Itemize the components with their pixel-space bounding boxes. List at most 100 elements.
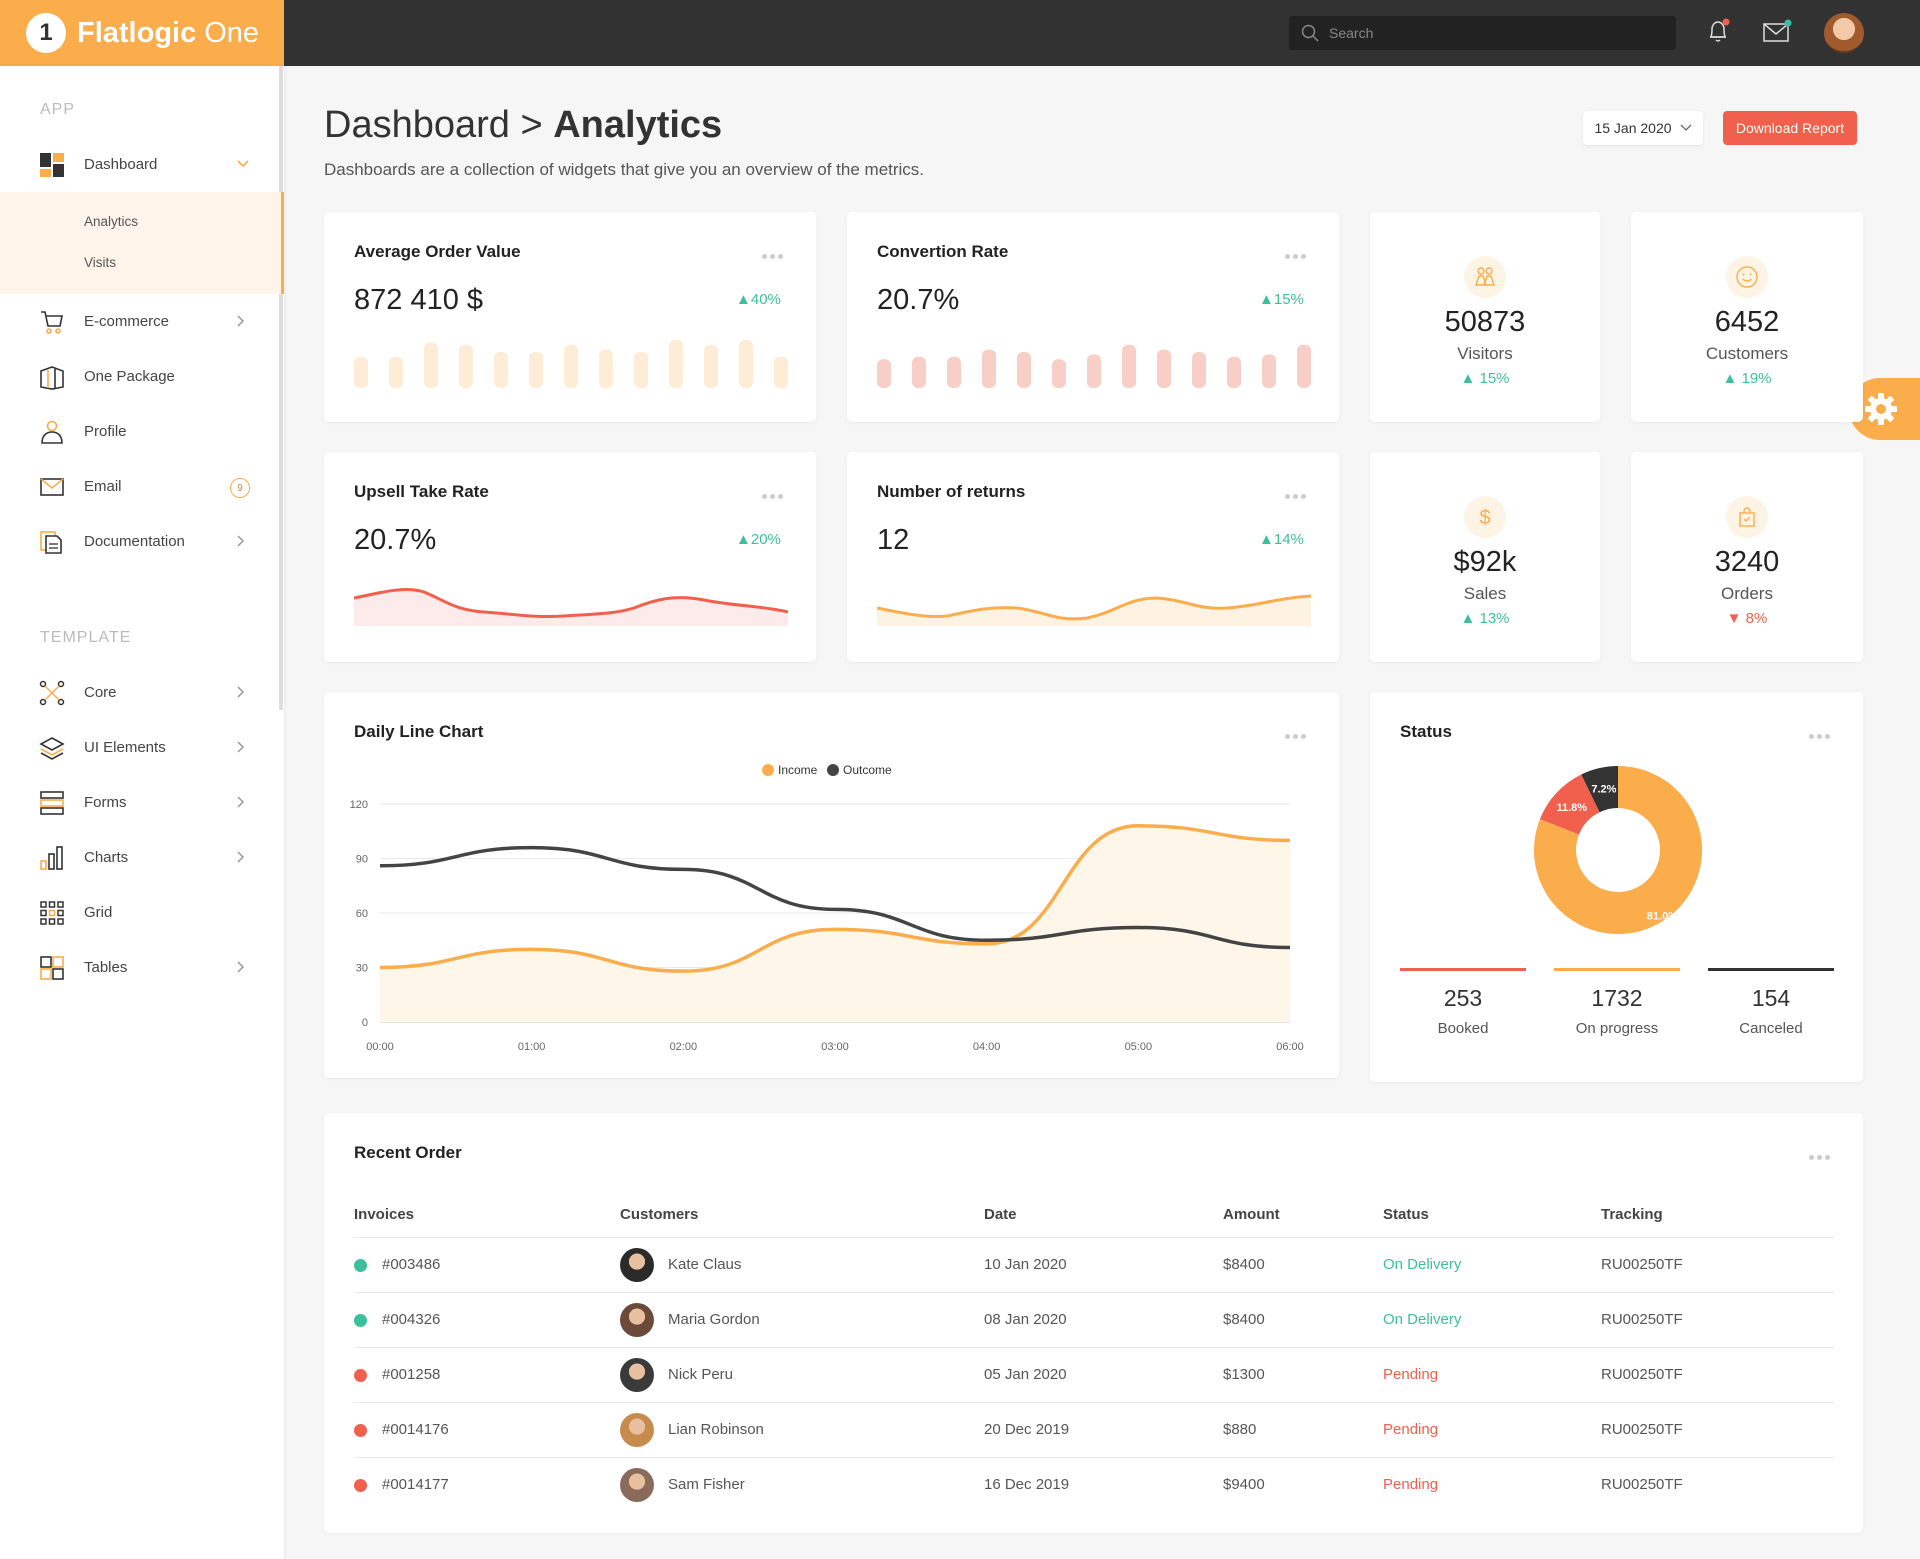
date-cell: 16 Dec 2019 (984, 1476, 1070, 1494)
column-header[interactable]: Status (1383, 1193, 1601, 1238)
search-input[interactable]: Search (1289, 16, 1676, 50)
sidebar-scrollbar[interactable] (279, 66, 283, 710)
bar (982, 349, 996, 388)
status-value: 1732 (1591, 985, 1643, 1011)
legend-label: Outcome (843, 763, 892, 777)
chevron-right-icon (237, 796, 245, 808)
sidebar-item-one-package[interactable]: One Package (0, 351, 284, 401)
chevron-right-icon (237, 741, 245, 753)
legend-label: Income (778, 763, 818, 777)
page-subtitle: Dashboards are a collection of widgets t… (324, 160, 925, 179)
table-row[interactable]: #0014177 Sam Fisher 16 Dec 2019 $9400 Pendin… (354, 1457, 1834, 1512)
card-change: ▲15% (1259, 291, 1304, 308)
y-tick-label: 60 (356, 908, 368, 920)
invoice-cell: #0014177 (354, 1457, 620, 1512)
legend-marker (762, 764, 774, 776)
table-row[interactable]: #001258 Nick Peru 05 Jan 2020 $1300 Pending R… (354, 1347, 1834, 1403)
sidebar-item-forms[interactable]: Forms (0, 777, 284, 827)
sidebar-item-core[interactable]: Core (0, 667, 284, 717)
card-title: Recent Order (354, 1143, 462, 1162)
more-options-icon[interactable] (1285, 250, 1309, 259)
sidebar-item-documentation[interactable]: Documentation (0, 516, 284, 566)
sidebar-item-ecommerce[interactable]: E-commerce (0, 296, 284, 346)
more-options-icon[interactable] (762, 490, 786, 499)
line-chart: 0 30 60 90 120 00:00 01:00 02:00 03:00 04:00 05:00… (350, 763, 1304, 1053)
invoice-cell: #003486 (354, 1237, 620, 1293)
column-header[interactable]: Amount (1223, 1193, 1383, 1238)
card-daily-line-chart: Daily Line Chart 0 30 60 90 120 00:00 01:00 02:… (324, 692, 1339, 1078)
bar (564, 344, 578, 388)
customer-cell: Kate Claus (620, 1237, 984, 1293)
more-options-icon[interactable] (1285, 490, 1309, 499)
slice-label: 81.0% (1647, 910, 1678, 922)
card-status: Status 81.0% 11.8% 7.2% 253 Booked 1732 On… (1370, 692, 1863, 1082)
download-report-button[interactable]: Download Report (1723, 111, 1857, 145)
bar (669, 340, 683, 388)
status-value: 154 (1751, 985, 1791, 1011)
column-header[interactable]: Date (984, 1193, 1223, 1238)
sidebar-item-label: Documentation (84, 532, 185, 550)
card-upsell-take-rate: Upsell Take Rate 20.7% ▲20% (324, 452, 816, 662)
bar (1262, 354, 1276, 388)
bell-icon[interactable] (1706, 18, 1732, 46)
core-icon (39, 680, 65, 706)
email-count-badge: 9 (230, 478, 250, 498)
sidebar-item-grid[interactable]: Grid (0, 887, 284, 937)
table-row[interactable]: #004326 Maria Gordon 08 Jan 2020 $8400 On De… (354, 1292, 1834, 1348)
sidebar-subitem-visits[interactable]: Visits (84, 255, 117, 270)
status-dot (354, 1258, 367, 1272)
y-tick-label: 90 (356, 854, 368, 866)
customer-cell: Sam Fisher (620, 1457, 984, 1512)
sidebar-item-tables[interactable]: Tables (0, 942, 284, 992)
bar (634, 352, 648, 388)
status-bar (1400, 968, 1526, 971)
column-header[interactable]: Tracking (1601, 1193, 1834, 1238)
invoice-cell: #001258 (354, 1347, 620, 1403)
bar (704, 344, 718, 388)
sidebar-item-profile[interactable]: Profile (0, 406, 284, 456)
sidebar-item-label: Grid (84, 903, 113, 921)
more-options-icon[interactable] (1285, 730, 1309, 739)
user-avatar[interactable] (1824, 13, 1864, 53)
donut-chart: 81.0% 11.8%7.2% (1534, 766, 1702, 934)
sidebar-item-dashboard[interactable]: Dashboard (0, 139, 284, 189)
status-bar (1708, 968, 1834, 971)
sidebar-submenu: Analytics Visits (0, 192, 284, 294)
brand-name-suffix: One (204, 16, 260, 49)
svg-text:$: $ (1479, 507, 1490, 529)
column-header[interactable]: Invoices (354, 1193, 620, 1238)
kpi-label: Customers (1705, 344, 1789, 363)
slice-label: 7.2% (1591, 784, 1616, 796)
date-cell: 08 Jan 2020 (984, 1292, 1223, 1348)
sidebar-item-charts[interactable]: Charts (0, 832, 284, 882)
column-header[interactable]: Customers (620, 1193, 984, 1238)
more-options-icon[interactable] (1809, 730, 1833, 739)
visitors-icon (1464, 256, 1506, 298)
table-row[interactable]: #0014176 Lian Robinson 20 Dec 2019 $880 Pend… (354, 1402, 1834, 1458)
chart-icon (40, 846, 63, 870)
settings-button[interactable] (1849, 378, 1920, 440)
date-cell: 20 Dec 2019 (984, 1402, 1223, 1458)
date-picker[interactable]: 15 Jan 2020 (1583, 111, 1703, 145)
sidebar-item-email[interactable]: Email 9 (0, 461, 284, 511)
bar (739, 340, 753, 388)
avatar (620, 1357, 654, 1392)
status-label: Canceled (1739, 1020, 1803, 1037)
bar (877, 359, 891, 388)
package-icon (40, 366, 64, 390)
more-options-icon[interactable] (1809, 1151, 1833, 1160)
sidebar-item-label: Email (84, 477, 122, 495)
table-row[interactable]: #003486 Kate Claus 10 Jan 2020 $8400 On Deli… (354, 1237, 1834, 1293)
mail-icon[interactable] (1762, 18, 1792, 46)
status-bar (1554, 968, 1680, 971)
date-cell: 05 Jan 2020 (984, 1347, 1223, 1403)
kpi-label: Sales (1463, 584, 1507, 603)
x-tick-label: 03:00 (821, 1041, 849, 1053)
sidebar-item-ui-elements[interactable]: UI Elements (0, 722, 284, 772)
tracking-cell: RU00250TF (1601, 1292, 1834, 1348)
sidebar-subitem-analytics[interactable]: Analytics (84, 214, 139, 229)
brand[interactable]: 1 Flatlogic One (0, 0, 284, 66)
more-options-icon[interactable] (762, 250, 786, 259)
kpi-value: $92k (1453, 546, 1517, 578)
card-title: Status (1400, 722, 1452, 741)
